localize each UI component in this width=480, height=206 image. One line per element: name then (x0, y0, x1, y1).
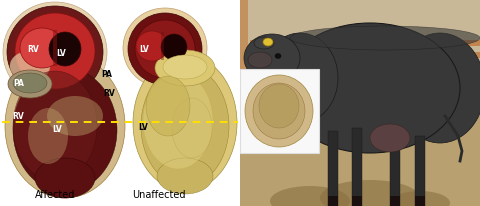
Ellipse shape (47, 96, 103, 136)
Ellipse shape (8, 70, 52, 98)
Text: RV: RV (27, 45, 38, 54)
Ellipse shape (320, 180, 420, 206)
Ellipse shape (254, 37, 274, 49)
Bar (390, 196, 400, 206)
Bar (53, 30, 57, 66)
Ellipse shape (280, 23, 460, 153)
Ellipse shape (13, 71, 97, 181)
Bar (352, 196, 362, 206)
Ellipse shape (10, 51, 50, 81)
Ellipse shape (5, 54, 125, 198)
Bar (240, 116, 480, 206)
Ellipse shape (13, 68, 117, 192)
Ellipse shape (253, 83, 305, 139)
Ellipse shape (245, 75, 313, 147)
Text: LV: LV (53, 125, 62, 134)
Ellipse shape (157, 158, 213, 194)
Text: PA: PA (13, 79, 24, 88)
Bar (390, 134, 400, 206)
Bar (328, 196, 338, 206)
Bar (415, 196, 425, 206)
Ellipse shape (146, 76, 190, 136)
Ellipse shape (133, 55, 237, 191)
Ellipse shape (155, 50, 215, 86)
Ellipse shape (163, 55, 207, 79)
Ellipse shape (15, 13, 95, 89)
Ellipse shape (275, 54, 281, 59)
Text: LV: LV (138, 123, 148, 132)
Ellipse shape (244, 34, 300, 82)
Ellipse shape (136, 31, 168, 61)
Ellipse shape (172, 98, 212, 158)
Text: PA: PA (101, 70, 112, 79)
Ellipse shape (28, 108, 68, 164)
Ellipse shape (123, 8, 207, 88)
Bar (415, 136, 425, 206)
Text: RV: RV (12, 112, 24, 121)
Ellipse shape (141, 66, 229, 186)
Ellipse shape (290, 26, 480, 50)
Bar (161, 32, 164, 60)
Text: RV: RV (104, 89, 115, 98)
Ellipse shape (270, 186, 350, 206)
Ellipse shape (248, 52, 272, 68)
Ellipse shape (35, 158, 95, 198)
Ellipse shape (128, 13, 202, 85)
Bar (240, 69, 319, 153)
Ellipse shape (390, 191, 450, 206)
Text: RV: RV (112, 43, 123, 52)
Bar (250, 40, 480, 46)
Ellipse shape (262, 33, 338, 123)
Bar (240, 0, 480, 116)
Ellipse shape (13, 73, 47, 93)
Text: LV: LV (139, 45, 149, 54)
Ellipse shape (143, 73, 213, 169)
Ellipse shape (20, 28, 64, 68)
Ellipse shape (370, 124, 410, 152)
Ellipse shape (135, 20, 195, 78)
Ellipse shape (7, 6, 103, 98)
Ellipse shape (259, 84, 299, 128)
Bar (0, 0, 240, 206)
Ellipse shape (263, 38, 273, 46)
Bar (250, 52, 480, 58)
Ellipse shape (3, 2, 107, 102)
Text: Affected: Affected (35, 190, 75, 200)
Bar (250, 64, 480, 70)
Text: Unaffected: Unaffected (132, 190, 186, 200)
Ellipse shape (395, 33, 480, 143)
Ellipse shape (49, 32, 81, 66)
Bar (352, 128, 362, 206)
Bar (328, 131, 338, 206)
Ellipse shape (161, 34, 187, 60)
Bar (240, 0, 248, 116)
Text: LV: LV (57, 49, 66, 58)
